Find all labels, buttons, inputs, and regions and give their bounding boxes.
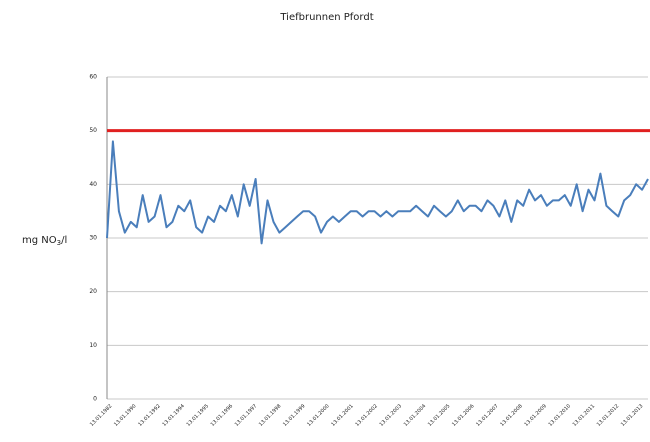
y-axis-label-subscript: 3: [57, 239, 61, 247]
x-tick-label: 13.01.1995: [186, 403, 210, 427]
x-tick-label: 13.01.2000: [306, 403, 330, 427]
y-tick-label: 20: [89, 288, 97, 295]
x-tick-label: 13.01.2006: [451, 403, 475, 427]
x-tick-label: 13.01.2003: [379, 403, 403, 427]
y-axis-label-part: mg NO: [22, 235, 57, 246]
x-tick-label: 13.01.1994: [161, 403, 185, 427]
y-tick-label: 10: [89, 342, 97, 349]
chart-title: Tiefbrunnen Pfordt: [279, 12, 373, 23]
x-tick-label: 13.01.2013: [620, 403, 644, 427]
x-tick-label: 13.01.2009: [523, 403, 547, 427]
y-tick-label: 40: [89, 181, 97, 188]
x-tick-label: 13.01.1992: [137, 403, 161, 427]
x-tick-label: 13.01.2001: [330, 403, 354, 427]
y-axis-label: mg NO3/l: [22, 235, 67, 247]
x-tick-label: 13.01.2007: [475, 403, 499, 427]
x-tick-label: 13.01.2011: [572, 403, 596, 427]
y-tick-label: 60: [89, 74, 97, 81]
y-tick-label: 30: [89, 235, 97, 242]
x-tick-label: 13.01.2005: [427, 403, 451, 427]
x-tick-label: 13.01.2012: [596, 403, 620, 427]
x-tick-label: 13.01.2008: [499, 403, 523, 427]
x-tick-label: 13.01.1982: [89, 403, 113, 427]
x-tick-label: 13.01.1990: [113, 403, 137, 427]
x-tick-label: 13.01.1999: [282, 403, 306, 427]
data-line: [106, 140, 649, 245]
x-tick-label: 13.01.2004: [403, 403, 427, 427]
y-tick-label: 0: [93, 396, 97, 403]
x-tick-label: 13.01.1997: [234, 403, 258, 427]
y-axis-label-part: /l: [61, 235, 67, 246]
x-tick-label: 13.01.2002: [354, 403, 378, 427]
y-tick-label: 50: [89, 127, 97, 134]
x-tick-label: 13.01.1998: [258, 403, 282, 427]
x-tick-label: 13.01.2010: [548, 403, 572, 427]
x-tick-label: 13.01.1996: [210, 403, 234, 427]
